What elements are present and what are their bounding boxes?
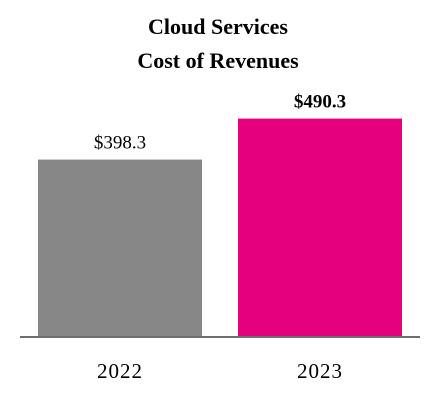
bar-2022	[38, 159, 202, 337]
x-axis-tick-labels: 2022 2023	[97, 359, 343, 383]
chart-title-line-2: Cost of Revenues	[137, 48, 299, 73]
x-tick-label-2023: 2023	[297, 359, 343, 383]
x-tick-label-2022: 2022	[97, 359, 143, 383]
data-label-2023: $490.3	[294, 92, 346, 113]
data-label-2022: $398.3	[94, 133, 146, 154]
bar-2023	[238, 118, 402, 338]
chart-title-line-1: Cloud Services	[148, 14, 288, 39]
data-labels-layer: $398.3 $490.3	[94, 92, 346, 154]
bars-layer	[38, 118, 402, 338]
